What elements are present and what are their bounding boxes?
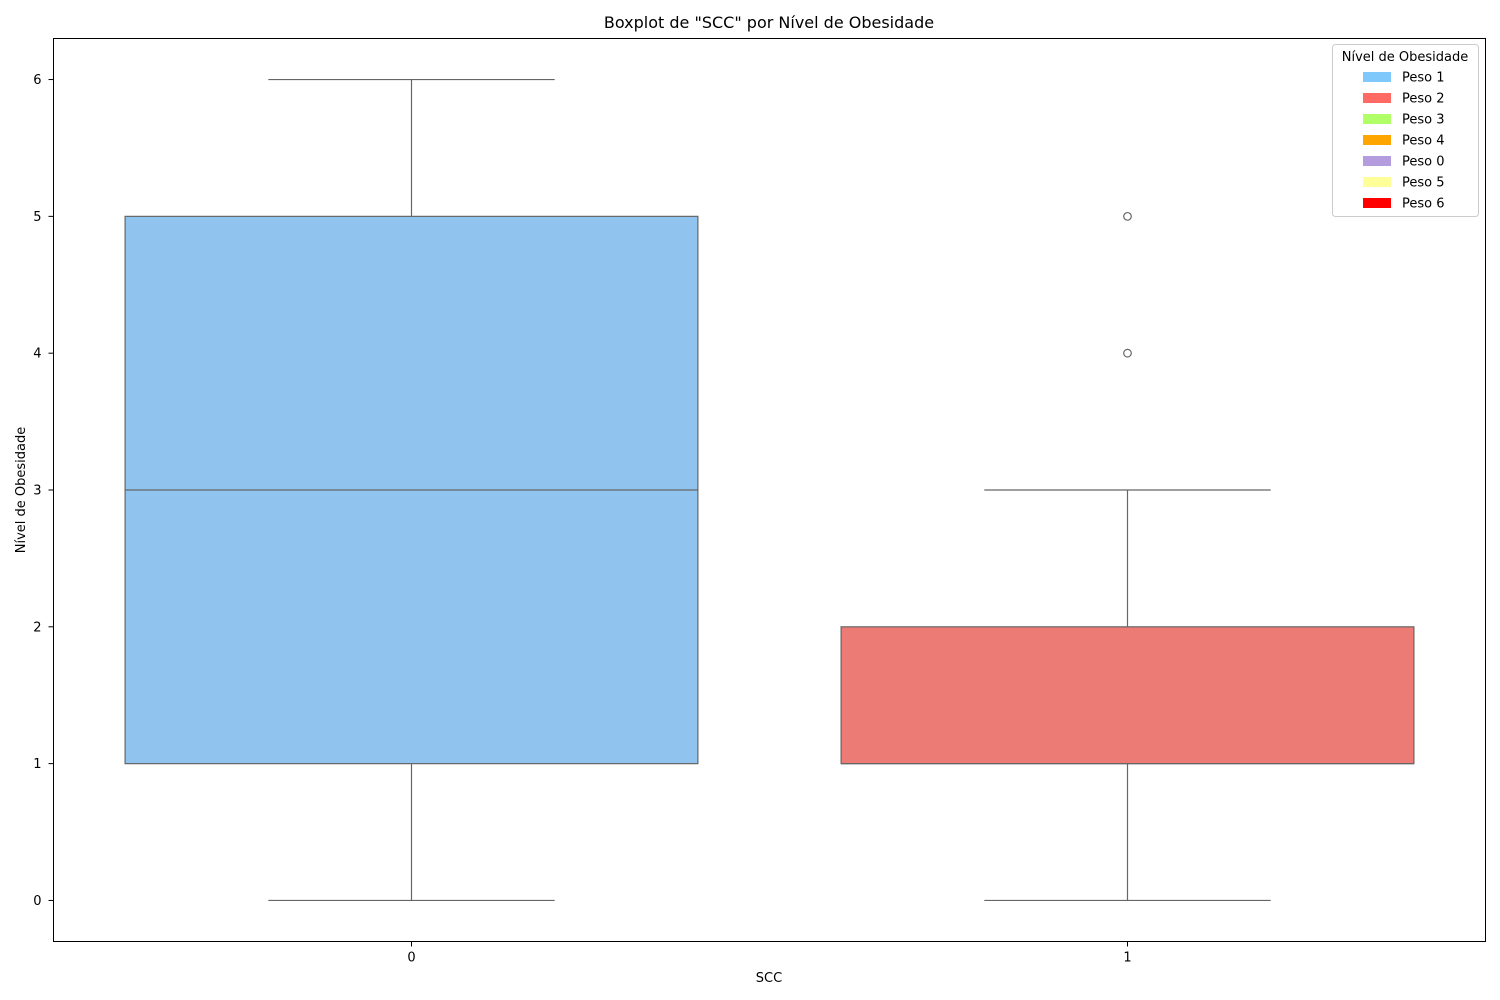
x-tick-label: 0 — [407, 951, 415, 966]
chart-title: Boxplot de "SCC" por Nível de Obesidade — [604, 13, 934, 32]
y-tick-label: 5 — [33, 210, 41, 225]
outlier-point — [1123, 211, 1132, 221]
legend-frame — [1332, 44, 1479, 217]
y-tick-label: 4 — [33, 347, 41, 362]
y-tick-label: 6 — [33, 73, 41, 88]
y-tick-label: 1 — [33, 757, 41, 772]
legend-label: Peso 2 — [1402, 92, 1445, 107]
box-iqr — [840, 626, 1415, 765]
legend-title: Nível de Obesidade — [1342, 50, 1469, 65]
legend-label: Peso 6 — [1402, 197, 1445, 212]
y-axis-label: Nível de Obesidade — [14, 427, 29, 554]
x-tick-label: 1 — [1123, 951, 1131, 966]
legend-label: Peso 3 — [1402, 113, 1445, 128]
outlier-point — [1123, 348, 1132, 358]
x-axis-label: SCC — [756, 971, 782, 986]
legend-swatch — [1363, 135, 1391, 145]
legend-label: Peso 1 — [1402, 71, 1445, 86]
legend-swatch — [1363, 114, 1391, 124]
y-tick-label: 0 — [33, 894, 41, 909]
legend-label: Peso 4 — [1402, 134, 1445, 149]
legend-swatch — [1363, 93, 1391, 103]
y-tick-label: 2 — [33, 620, 41, 635]
legend-swatch — [1363, 72, 1391, 82]
box-group-1 — [840, 211, 1415, 902]
legend-swatch — [1363, 198, 1391, 208]
legend-swatch — [1363, 156, 1391, 166]
legend-label: Peso 5 — [1402, 176, 1445, 191]
boxes-layer — [124, 78, 1415, 902]
legend-items: Peso 1 Peso 2 Peso 3 Peso 4 Peso 0 Peso 5 Peso… — [1363, 71, 1445, 212]
legend-label: Peso 0 — [1402, 155, 1445, 170]
legend-swatch — [1363, 177, 1391, 187]
y-tick-label: 3 — [33, 484, 41, 499]
y-axis: 0 1 2 3 4 5 6 — [33, 73, 54, 909]
box-group-0 — [124, 78, 699, 902]
